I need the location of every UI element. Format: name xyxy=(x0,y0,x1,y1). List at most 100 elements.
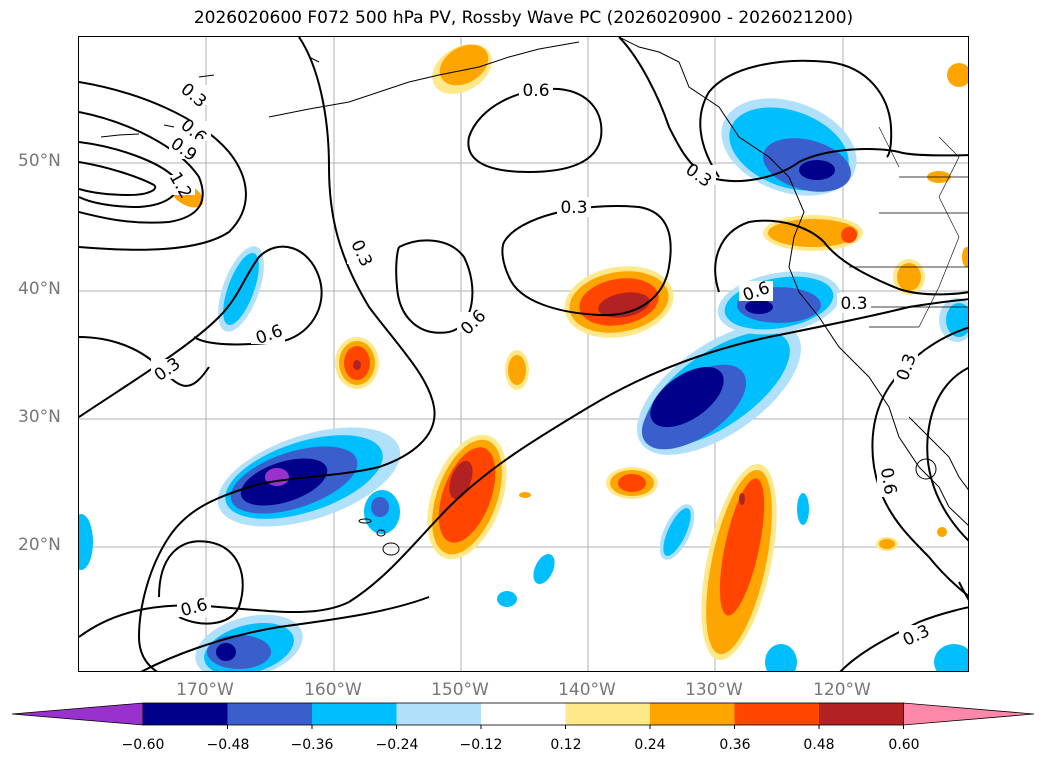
colorbar-tick-label: 0.60 xyxy=(888,737,920,753)
label-bg xyxy=(457,312,491,332)
negative-anomaly xyxy=(745,300,773,314)
lat-label-30n: 30°N xyxy=(18,407,61,427)
label-bg xyxy=(167,175,195,195)
negative-anomaly xyxy=(650,366,724,428)
positive-anomaly xyxy=(739,493,745,505)
colorbar-segment xyxy=(734,703,820,725)
colorbar-segment xyxy=(819,703,904,725)
lon-label-130w: 130°W xyxy=(685,680,743,700)
contour-line xyxy=(395,239,474,334)
positive-anomaly xyxy=(439,44,489,86)
label-bg xyxy=(557,197,591,217)
contour-label: 0.6 xyxy=(876,466,900,496)
contour-line xyxy=(958,581,968,601)
contour-line xyxy=(79,111,204,224)
negative-anomaly xyxy=(934,644,968,671)
contour-line xyxy=(158,540,244,625)
negative-anomaly xyxy=(797,493,809,525)
positive-anomaly xyxy=(508,355,526,385)
colorbar-segment xyxy=(396,703,482,725)
colorbar-extend-max xyxy=(903,702,1035,726)
contour-line xyxy=(79,161,157,197)
contour-line xyxy=(871,326,968,597)
negative-anomaly xyxy=(216,643,236,661)
negative-anomaly xyxy=(946,303,968,337)
colorbar xyxy=(12,702,1035,729)
negative-anomaly xyxy=(79,514,93,570)
positive-anomaly xyxy=(962,247,968,267)
contour-label: 0.3 xyxy=(682,160,716,192)
colorbar-segment xyxy=(143,703,228,725)
baja-coast xyxy=(908,416,968,491)
colorbar-extend-min xyxy=(12,702,144,726)
label-bg xyxy=(177,121,211,141)
negative-anomaly xyxy=(533,554,555,584)
positive-anomaly xyxy=(947,63,968,87)
contour-label: 0.3 xyxy=(346,237,376,270)
contour-line xyxy=(714,219,968,296)
colorbar-segment xyxy=(481,703,566,725)
negative-anomaly xyxy=(765,644,797,671)
negative-anomaly xyxy=(497,591,517,607)
label-bg xyxy=(519,80,553,100)
colorbar-tick-label: 0.36 xyxy=(719,737,751,753)
colorbar-segment xyxy=(312,703,397,725)
contour-line xyxy=(79,245,323,418)
contour-line xyxy=(79,336,210,387)
colorbar-segment xyxy=(227,703,313,725)
lon-label-160w: 160°W xyxy=(304,680,362,700)
positive-anomaly xyxy=(897,263,921,291)
positive-anomaly xyxy=(937,527,947,537)
island-kauai xyxy=(358,518,372,524)
colorbar-tick-label: 0.12 xyxy=(550,737,582,753)
lat-label-50n: 50°N xyxy=(18,151,61,171)
contour-line xyxy=(839,606,968,671)
lon-label-120w: 120°W xyxy=(813,680,871,700)
aleutian-coast xyxy=(268,41,580,118)
colorbar-segments xyxy=(12,702,1035,729)
colorbar-tick-label: 0.48 xyxy=(803,737,835,753)
colorbar-tick-label: −0.36 xyxy=(290,737,334,753)
inland-borders xyxy=(878,126,960,328)
map-panel[interactable]: 0.3 0.6 0.9 1.2 0.6 0.3 0.3 0.6 0.3 0.6 … xyxy=(78,36,969,672)
contour-label: 0.6 xyxy=(522,81,549,101)
island-hawaii xyxy=(382,542,400,556)
contour-line xyxy=(140,596,430,671)
label-bg xyxy=(251,324,285,344)
colorbar-segment xyxy=(565,703,651,725)
contour-line xyxy=(467,87,603,174)
label-bg xyxy=(347,242,377,264)
colorbar-tick-label: −0.60 xyxy=(121,737,165,753)
negative-anomaly xyxy=(663,508,691,556)
contour-label: 0.6 xyxy=(457,306,490,339)
label-bg xyxy=(177,597,211,617)
colorbar-tick-label: −0.48 xyxy=(206,737,250,753)
colorbar-tick-label: −0.12 xyxy=(459,737,503,753)
island-oahu xyxy=(376,529,386,537)
north-america-coast xyxy=(618,37,968,526)
negative-anomaly xyxy=(371,497,389,517)
label-bg xyxy=(682,165,716,185)
pv-anomaly-fills xyxy=(79,44,968,671)
contour-line xyxy=(926,366,968,542)
positive-anomaly xyxy=(353,360,361,370)
label-bg xyxy=(739,281,773,301)
colorbar-tick-label: 0.24 xyxy=(634,737,666,753)
colorbar-frame xyxy=(142,702,904,726)
positive-anomaly xyxy=(519,492,531,498)
contour-line xyxy=(501,205,672,317)
colorbar-tick-label: −0.24 xyxy=(375,737,419,753)
islands xyxy=(100,56,320,138)
map-canvas: 0.3 0.6 0.9 1.2 0.6 0.3 0.3 0.6 0.3 0.6 … xyxy=(79,37,968,671)
lon-label-140w: 140°W xyxy=(558,680,616,700)
positive-anomaly xyxy=(598,292,650,318)
island-coast-small xyxy=(915,458,937,480)
label-bg xyxy=(877,465,901,497)
negative-anomaly xyxy=(799,160,835,180)
lon-label-170w: 170°W xyxy=(176,680,234,700)
contour-label: 0.3 xyxy=(560,198,587,218)
label-bg xyxy=(177,85,211,105)
label-bg xyxy=(151,359,185,379)
contour-line xyxy=(79,81,247,251)
coastlines xyxy=(100,37,968,556)
